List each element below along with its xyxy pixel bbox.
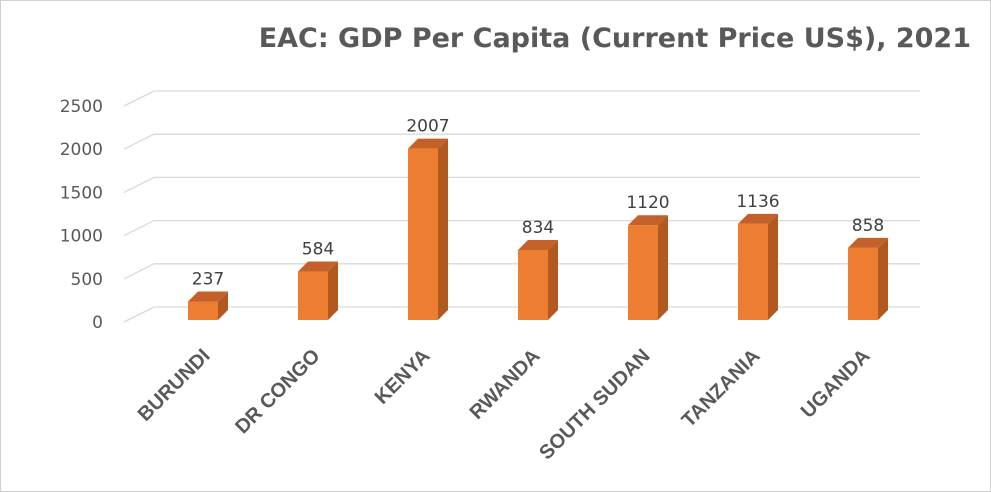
bar-side	[878, 237, 888, 320]
bar-side	[658, 215, 668, 320]
data-label: 1120	[626, 193, 669, 213]
y-tick-label: 2500	[60, 97, 103, 117]
bar-side	[328, 261, 338, 320]
bar-top	[518, 239, 558, 250]
bar-top	[298, 261, 338, 272]
y-tick-label: 1500	[60, 183, 103, 203]
bar-top	[408, 138, 448, 149]
y-tick-label: 1000	[60, 227, 103, 247]
gridline	[123, 176, 920, 193]
bar-kenya	[408, 148, 438, 320]
bar-top	[188, 291, 228, 302]
x-tick-label: DR CONGO	[231, 345, 324, 438]
data-label: 834	[522, 218, 554, 238]
bar-top	[848, 237, 888, 248]
bar-uganda	[848, 247, 878, 320]
bar-side	[548, 239, 558, 320]
data-label: 1136	[736, 192, 779, 212]
data-label: 237	[192, 270, 224, 290]
y-tick-label: 0	[92, 313, 103, 333]
gridline	[123, 90, 920, 107]
x-tick-label: KENYA	[371, 345, 435, 409]
bars	[188, 138, 888, 320]
bar-burundi	[188, 301, 218, 320]
chart-title: EAC: GDP Per Capita (Current Price US$),…	[258, 23, 971, 54]
x-tick-label: TANZANIA	[678, 345, 765, 432]
y-tick-label: 2000	[60, 140, 103, 160]
x-tick-label: SOUTH SUDAN	[535, 345, 654, 464]
bar-dr-congo	[298, 271, 328, 320]
x-tick-label: BURUNDI	[134, 345, 215, 426]
bar-top	[738, 213, 778, 224]
bar-side	[218, 291, 228, 320]
bar-side	[768, 213, 778, 320]
data-label: 584	[302, 240, 334, 260]
bar-south-sudan	[628, 225, 658, 320]
bar-side	[438, 138, 448, 320]
data-label: 858	[852, 216, 884, 236]
y-tick-label: 500	[71, 270, 103, 290]
bar-top	[628, 215, 668, 226]
x-tick-label: RWANDA	[466, 345, 545, 424]
gridline	[123, 133, 920, 150]
data-label: 2007	[406, 117, 449, 137]
bar-rwanda	[518, 249, 548, 320]
x-tick-label: UGANDA	[797, 345, 875, 423]
bar-tanzania	[738, 223, 768, 320]
